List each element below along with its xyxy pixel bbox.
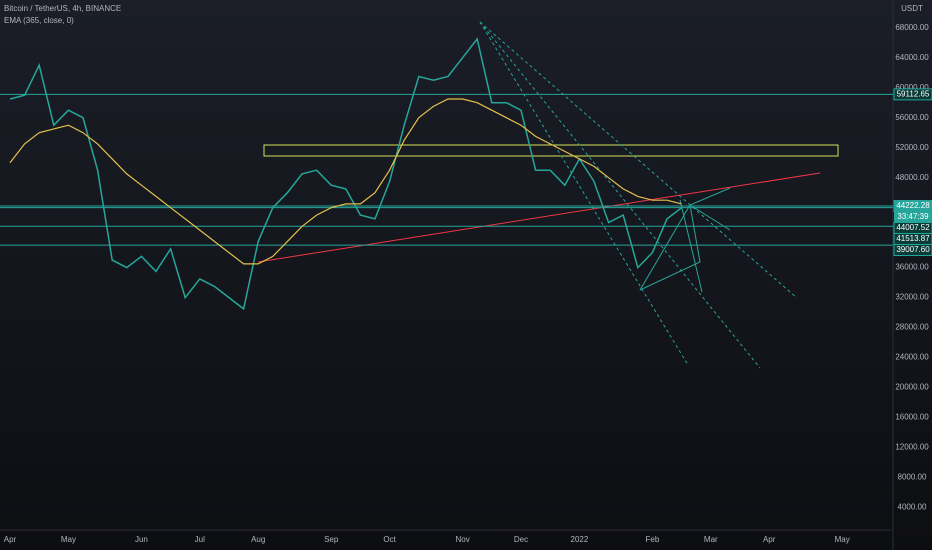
symbol-title: Bitcoin / TetherUS, 4h, BINANCE	[4, 4, 121, 13]
x-tick-label: Feb	[646, 535, 660, 544]
y-tick-label: 36000.00	[895, 263, 929, 272]
y-tick-label: 32000.00	[895, 293, 929, 302]
trend-line	[479, 21, 761, 369]
x-tick-label: Jul	[195, 535, 205, 544]
y-tick-label: 24000.00	[895, 353, 929, 362]
drawings	[257, 21, 839, 369]
x-tick-label: Apr	[4, 535, 17, 544]
ema-line	[9, 98, 682, 265]
y-tick-label: 8000.00	[898, 473, 927, 482]
y-tick-label: 64000.00	[895, 53, 929, 62]
x-tick-label: Dec	[514, 535, 528, 544]
level-label: 39007.60	[896, 245, 930, 254]
x-tick-label: Jun	[135, 535, 148, 544]
range-box	[263, 144, 839, 157]
level-label: 59112.65	[897, 89, 930, 98]
price-line	[9, 37, 683, 311]
trend-line	[479, 21, 689, 366]
trend-line	[257, 172, 821, 263]
indicator-label: EMA (365, close, 0)	[4, 16, 74, 25]
pattern-line	[639, 203, 731, 291]
countdown-label: 33:47:39	[897, 212, 929, 221]
level-tag	[893, 88, 932, 101]
projection-arrow	[679, 199, 703, 293]
x-tick-label: Oct	[383, 535, 396, 544]
x-tick-label: Apr	[763, 535, 776, 544]
x-tick-label: Sep	[324, 535, 339, 544]
y-tick-label: 48000.00	[895, 173, 929, 182]
y-tick-label: 68000.00	[895, 23, 929, 32]
level-label: 41513.87	[896, 234, 930, 243]
x-tick-label: 2022	[571, 535, 589, 544]
x-tick-label: Nov	[455, 535, 469, 544]
x-tick-label: May	[835, 535, 850, 544]
y-tick-label: 16000.00	[895, 413, 929, 422]
x-tick-label: Mar	[704, 535, 718, 544]
level-tag	[893, 243, 932, 256]
level-label: 44007.52	[896, 223, 930, 232]
y-tick-label: 20000.00	[895, 383, 929, 392]
y-tick-label: 60000.00	[895, 83, 929, 92]
y-tick-label: 52000.00	[895, 143, 929, 152]
countdown-tag	[894, 211, 932, 223]
currency-label: USDT	[901, 4, 923, 13]
trend-line	[479, 21, 798, 299]
y-tick-label: 12000.00	[895, 443, 929, 452]
y-tick-label: 56000.00	[895, 113, 929, 122]
y-tick-label: 4000.00	[898, 503, 927, 512]
x-tick-label: Aug	[251, 535, 265, 544]
level-label: 44222.28	[896, 201, 930, 210]
x-tick-label: May	[61, 535, 76, 544]
y-tick-label: 28000.00	[895, 323, 929, 332]
